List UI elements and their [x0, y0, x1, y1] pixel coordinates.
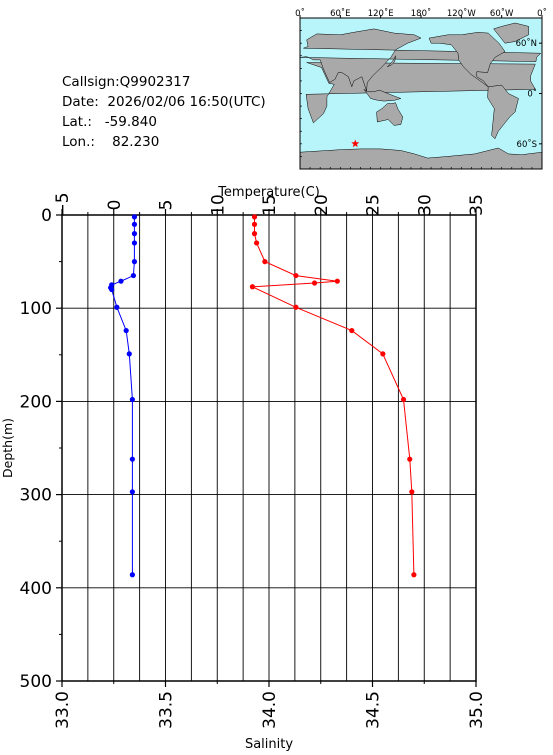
map-lat-label: 60˚N — [516, 38, 537, 49]
temperature-tick-label: 15 — [260, 194, 280, 216]
temperature-point — [131, 221, 138, 227]
location-map: 0˚ 60˚E 120˚E 180˚ 120˚W 60˚W 0˚ 60˚N 0˚ 60˚S — [292, 8, 550, 182]
salinity-axis-label: Salinity — [245, 737, 293, 751]
salinity-point — [407, 456, 413, 462]
salinity-point — [249, 284, 256, 290]
date-text: Date: 2026/02/06 16:50(UTC) — [62, 94, 266, 110]
south-america-land — [487, 84, 519, 140]
depth-axis-label: Depth(m) — [0, 418, 15, 478]
europe-asia-land — [299, 28, 542, 92]
temperature-tick-label: 25 — [364, 194, 384, 216]
salinity-tick-label: 33.5 — [157, 691, 177, 729]
temperature-tick-label: 10 — [208, 194, 228, 216]
temperature-point — [129, 572, 135, 578]
location-star-icon — [351, 139, 360, 148]
depth-tick-label: 200 — [20, 392, 52, 412]
depth-tick-label: 300 — [20, 486, 52, 506]
depth-tick-label: 100 — [20, 299, 52, 319]
depth-tick-label: 400 — [20, 579, 52, 599]
temperature-point — [126, 351, 132, 357]
australia-land — [376, 102, 404, 126]
temperature-point — [129, 489, 135, 495]
temperature-point — [114, 304, 120, 310]
indonesia-land — [363, 89, 402, 102]
temperature-point — [109, 286, 115, 293]
temperature-tick-label: 0 — [105, 200, 125, 211]
salinity-series — [249, 214, 417, 578]
profile-info: Callsign:Q9902317 Date: 2026/02/06 16:50… — [62, 72, 266, 152]
north-america-land — [428, 32, 506, 88]
map-lon-label: 0˚ — [295, 8, 305, 19]
salinity-tick-label: 34.0 — [260, 691, 280, 729]
salinity-point — [253, 240, 260, 246]
map-lon-label: 60˚E — [330, 8, 350, 19]
map-lon-label: 60˚W — [490, 8, 514, 19]
longitude-text: Lon.: 82.230 — [62, 134, 160, 150]
depth-tick-label: 500 — [20, 672, 52, 692]
map-lon-label: 120˚W — [447, 8, 476, 19]
latitude-text: Lat.: -59.840 — [62, 114, 157, 130]
greenland-land — [493, 22, 529, 44]
salinity-point — [311, 280, 318, 286]
chart-grid — [62, 215, 476, 681]
temperature-axis-label: Temperature(C) — [217, 185, 320, 200]
temperature-point — [123, 327, 129, 334]
callsign-text: Callsign:Q9902317 — [62, 74, 191, 90]
temperature-tick-label: 30 — [415, 194, 435, 216]
temperature-point — [131, 231, 138, 237]
temperature-point — [131, 214, 138, 220]
salinity-point — [380, 351, 386, 357]
salinity-point — [334, 278, 340, 284]
map-lat-label: 60˚S — [517, 139, 537, 150]
temperature-series — [108, 214, 138, 578]
temperature-tick-label: 35 — [467, 194, 487, 216]
world-map: 0˚ 60˚E 120˚E 180˚ 120˚W 60˚W 0˚ 60˚N 0˚ 60˚S — [295, 8, 547, 170]
temperature-tick-label: −5 — [53, 192, 73, 217]
salinity-point — [400, 396, 407, 403]
map-lon-label: 0˚ — [537, 8, 547, 19]
temperature-point — [129, 396, 135, 403]
map-lon-label: 120˚E — [368, 8, 394, 19]
salinity-point — [251, 214, 258, 220]
japan-land — [387, 55, 396, 67]
salinity-point — [262, 259, 268, 265]
map-lon-label: 180˚ — [411, 8, 431, 19]
temperature-tick-label: 5 — [157, 200, 177, 211]
temperature-point — [130, 272, 137, 279]
temperature-point — [129, 456, 135, 462]
map-lat-label: 0˚ — [527, 89, 537, 100]
depth-tick-label: 0 — [41, 206, 52, 226]
temperature-point — [131, 240, 138, 246]
salinity-point — [293, 304, 299, 310]
temperature-point — [131, 259, 138, 265]
salinity-point — [411, 572, 417, 578]
salinity-tick-label: 33.0 — [53, 691, 73, 729]
salinity-line — [252, 216, 415, 575]
salinity-point — [251, 221, 258, 227]
salinity-point — [293, 272, 299, 279]
salinity-point — [349, 327, 355, 334]
salinity-point — [409, 489, 415, 495]
salinity-tick-label: 35.0 — [467, 691, 487, 729]
temperature-point — [118, 278, 124, 284]
temperature-tick-label: 20 — [312, 194, 332, 216]
salinity-point — [251, 231, 258, 237]
salinity-tick-label: 34.5 — [364, 691, 384, 729]
